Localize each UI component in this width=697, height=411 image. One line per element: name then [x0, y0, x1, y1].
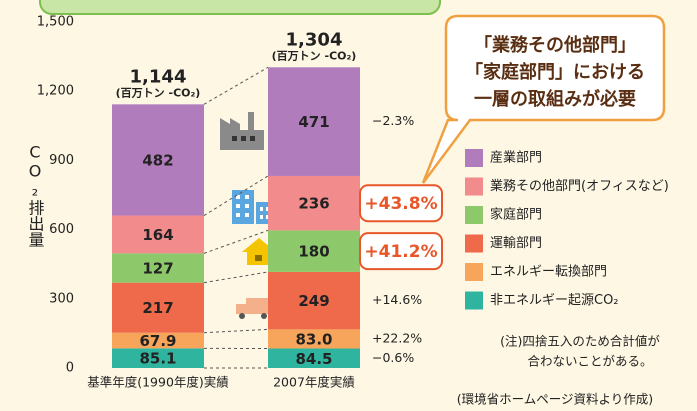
note-line: (注)四捨五入のため合計値が [500, 334, 660, 349]
house-icon [242, 238, 276, 265]
callout-text: 一層の取組みが必要 [474, 88, 636, 110]
value-label: 236 [298, 195, 329, 213]
legend-label: エネルギー転換部門 [490, 265, 607, 280]
bar-segment [268, 329, 360, 349]
y-tick-label: 600 [49, 222, 74, 237]
bar-segment [268, 348, 360, 368]
x-tick-label: 基準年度(1990年度)実績 [87, 375, 229, 390]
change-label: −0.6% [372, 350, 414, 365]
connector [203, 229, 269, 254]
factory-icon [220, 112, 264, 150]
y-tick-label: 900 [49, 153, 74, 168]
source: (環境省ホームページ資料より作成) [457, 392, 653, 407]
y-tick-label: 300 [49, 291, 74, 306]
y-axis-label: CO₂排出量 [26, 143, 45, 248]
value-label: 85.1 [139, 350, 176, 368]
value-label: 249 [298, 292, 329, 310]
y-tick-label: 1,500 [37, 15, 74, 30]
legend-label: 家庭部門 [490, 207, 542, 223]
connector [203, 328, 269, 334]
total-label: 1,304 [286, 29, 343, 50]
y-tick-label: 0 [66, 361, 74, 376]
header-box [39, 0, 441, 15]
x-tick-label: 2007年度実績 [273, 375, 355, 390]
value-label: 84.5 [295, 350, 332, 368]
change-highlight [359, 232, 443, 271]
legend-label: 非エネルギー起源CO₂ [490, 293, 619, 308]
legend-label: 業務その他部門(オフィスなど) [490, 178, 669, 194]
building-icon [232, 190, 272, 224]
bar-segment [112, 215, 204, 254]
change-highlight [359, 184, 443, 223]
change-label: +41.2% [364, 242, 437, 262]
value-label: 180 [298, 243, 329, 261]
total-label: 1,144 [130, 66, 187, 87]
truck-icon [236, 298, 270, 319]
legend-swatch [465, 291, 483, 310]
total-unit: (百万トン -CO₂) [116, 86, 201, 99]
value-label: 164 [142, 226, 173, 244]
note-line: 合わないことがある。 [527, 354, 652, 369]
callout-text: 「家庭部門」における [465, 61, 645, 83]
bar-segment [112, 282, 204, 333]
legend-swatch [465, 263, 483, 281]
bar-segment [112, 253, 204, 283]
connector [203, 175, 269, 216]
total-unit: (百万トン -CO₂) [272, 49, 357, 62]
legend-swatch [465, 234, 483, 253]
bar-segment [112, 348, 204, 368]
value-label: 127 [142, 260, 173, 278]
change-label: +43.8% [364, 194, 437, 214]
callout-bubble [421, 14, 666, 184]
y-tick-label: 1,200 [37, 84, 74, 99]
value-label: 482 [142, 151, 173, 169]
legend-swatch [465, 177, 483, 196]
change-label: −2.3% [372, 113, 414, 128]
bar-segment [268, 175, 360, 231]
bar-segment [268, 230, 360, 272]
bar-segment [268, 67, 360, 176]
bar-segment [112, 332, 204, 349]
legend-label: 運輸部門 [490, 236, 542, 251]
callout-text: 「業務その他部門」 [474, 34, 636, 56]
value-label: 217 [142, 299, 173, 317]
legend-swatch [465, 206, 483, 224]
value-label: 471 [298, 113, 329, 131]
legend-swatch [465, 149, 483, 167]
bar-segment [268, 271, 360, 330]
connector [203, 66, 269, 105]
bar-segment [112, 104, 204, 216]
connector [203, 271, 269, 284]
value-label: 67.9 [139, 332, 176, 350]
change-label: +14.6% [372, 292, 422, 307]
legend-label: 産業部門 [490, 150, 542, 166]
value-label: 83.0 [295, 330, 332, 348]
change-label: +22.2% [372, 330, 422, 345]
